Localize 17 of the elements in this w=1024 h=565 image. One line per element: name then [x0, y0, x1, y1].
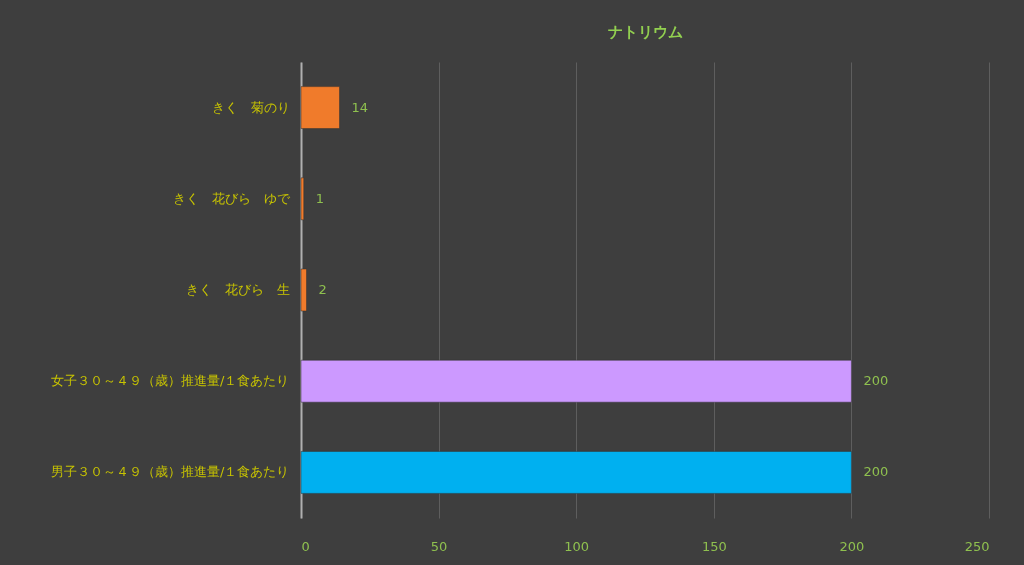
- x-tick-label: 150: [701, 538, 727, 554]
- data-label: 14: [351, 99, 369, 115]
- x-tick-label: 50: [430, 538, 448, 554]
- chart-title: ナトリウム: [607, 23, 683, 41]
- x-tick-label: 100: [564, 538, 590, 554]
- data-label: 200: [863, 464, 889, 480]
- y-tick-label: きく 花びら ゆで: [172, 190, 291, 206]
- y-tick-label: きく 菊のり: [211, 99, 290, 115]
- x-tick-label: 0: [301, 538, 310, 554]
- data-label: 2: [318, 282, 327, 297]
- y-tick-label: 女子３０～４９（歳）推進量/１食あたり: [51, 373, 290, 389]
- x-tick-label: 200: [839, 538, 865, 554]
- data-label: 1: [315, 190, 325, 206]
- data-label: 200: [863, 373, 889, 389]
- x-tick-label: 250: [964, 538, 990, 554]
- y-tick-label: 男子３０～４９（歳）推進量/１食あたり: [51, 464, 290, 480]
- y-tick-label: きく 花びら 生: [185, 282, 290, 297]
